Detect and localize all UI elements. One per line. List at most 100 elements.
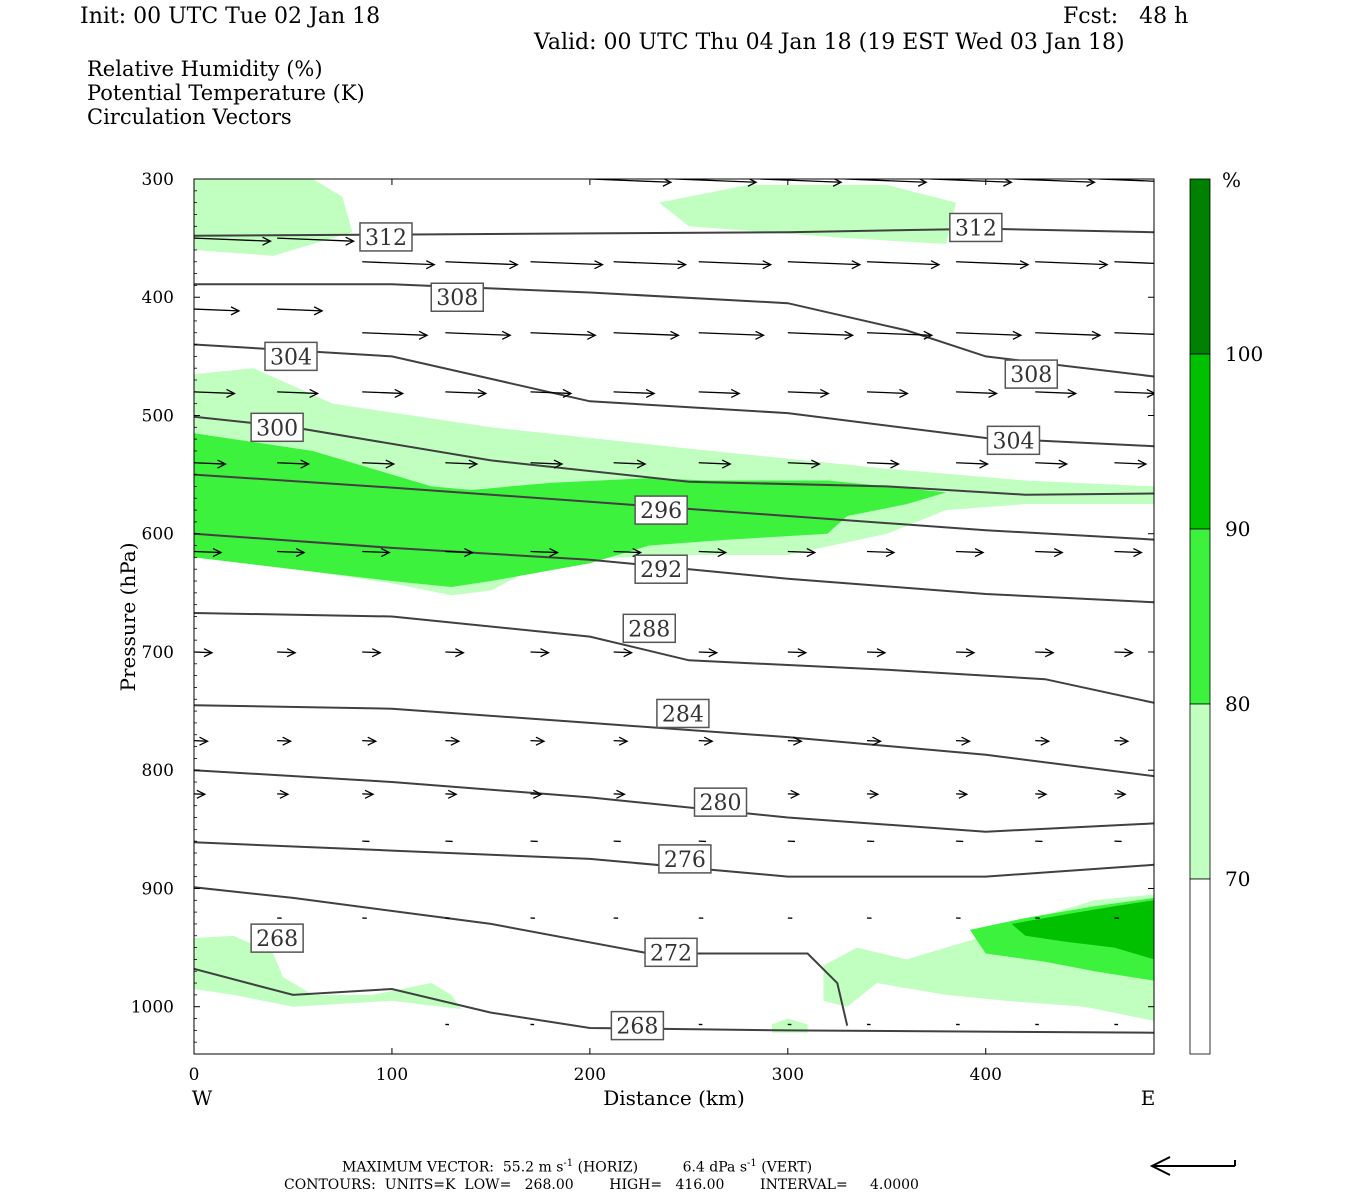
y-tick-label-900: 900 xyxy=(142,879,174,899)
theta-268 xyxy=(194,967,1154,1034)
circulation-vector-9 xyxy=(362,260,436,270)
legend-theta: Potential Temperature (K) xyxy=(87,81,365,105)
circulation-vector-6 xyxy=(1098,179,1154,182)
theta-label-312-1: 312 xyxy=(949,212,1003,243)
circulation-vector-59 xyxy=(530,547,559,558)
circulation-vector-39 xyxy=(866,388,909,399)
theta-label-304-1: 304 xyxy=(986,425,1041,456)
svg-text:312: 312 xyxy=(955,216,997,241)
max-vector-line: MAXIMUM VECTOR: 55.2 m s-1 (HORIZ) 6.4 d… xyxy=(342,1158,813,1176)
circulation-vector-54 xyxy=(1114,459,1148,469)
svg-text:288: 288 xyxy=(628,617,670,642)
circulation-vector-72 xyxy=(613,648,634,658)
circulation-vector-96 xyxy=(613,789,626,799)
circulation-vector-80 xyxy=(277,736,293,746)
y-axis-label: Pressure (hPa) xyxy=(116,543,140,692)
circulation-vector-73 xyxy=(698,648,719,658)
y-tick-label-600: 600 xyxy=(142,525,174,545)
circulation-vector-42 xyxy=(1114,388,1154,399)
circulation-vector-23 xyxy=(530,330,597,340)
circulation-vector-17 xyxy=(1035,260,1109,270)
circulation-vector-25 xyxy=(698,330,765,340)
circulation-vector-1 xyxy=(674,179,758,187)
legend-rh: Relative Humidity (%) xyxy=(87,57,323,81)
colorbar-segment-4 xyxy=(1189,878,1211,1055)
y-tick-label-700: 700 xyxy=(142,643,174,663)
circulation-vector-20 xyxy=(277,306,324,316)
circulation-vector-2 xyxy=(760,179,843,187)
circulation-vector-5 xyxy=(1013,179,1096,187)
circulation-vector-76 xyxy=(956,648,976,658)
theta-296 xyxy=(194,473,1154,541)
circulation-vector-46 xyxy=(445,459,479,469)
circulation-vector-95 xyxy=(530,789,543,799)
colorbar-segment-2 xyxy=(1189,528,1211,705)
theta-label-296-0: 296 xyxy=(634,495,688,525)
circulation-vector-65 xyxy=(1035,547,1064,558)
y-tick-label-500: 500 xyxy=(142,406,174,426)
circulation-vector-13 xyxy=(698,260,773,270)
x-tick-label-200: 200 xyxy=(574,1065,606,1085)
rh-region-6 xyxy=(771,1018,808,1033)
circulation-vector-52 xyxy=(956,459,990,469)
theta-label-280-0: 280 xyxy=(693,787,748,817)
theta-284 xyxy=(194,704,1154,778)
circulation-vector-12 xyxy=(613,260,688,270)
circulation-vector-24 xyxy=(613,330,680,340)
svg-text:284: 284 xyxy=(662,702,704,727)
circulation-vector-58 xyxy=(445,547,474,558)
circulation-vector-35 xyxy=(530,388,573,399)
circulation-vector-36 xyxy=(613,388,656,399)
y-tick-label-1000: 1000 xyxy=(131,998,174,1018)
circulation-vector-38 xyxy=(787,388,830,399)
circulation-vector-99 xyxy=(866,789,880,799)
circulation-vector-30 xyxy=(1114,332,1154,335)
reference-arrow xyxy=(1149,1156,1236,1176)
circulation-vector-86 xyxy=(787,736,803,746)
circulation-vector-78 xyxy=(1114,648,1134,658)
circulation-vector-7 xyxy=(194,236,272,246)
svg-text:272: 272 xyxy=(650,941,692,966)
circulation-vector-90 xyxy=(1114,736,1130,746)
theta-292 xyxy=(194,532,1154,604)
circulation-vector-18 xyxy=(1114,261,1154,265)
theta-label-276-0: 276 xyxy=(658,844,712,874)
svg-text:280: 280 xyxy=(700,791,742,816)
colorbar-level-100: 100 xyxy=(1225,342,1263,366)
theta-288 xyxy=(194,612,1154,704)
circulation-vector-64 xyxy=(956,547,985,558)
colorbar-level-70: 70 xyxy=(1225,867,1250,891)
circulation-vector-53 xyxy=(1035,459,1069,469)
rh-region-8 xyxy=(1011,900,1154,960)
circulation-vector-51 xyxy=(866,459,900,469)
x-tick-label-300: 300 xyxy=(772,1065,804,1085)
circulation-vector-74 xyxy=(787,648,808,658)
rh-region-0 xyxy=(194,179,353,256)
svg-text:296: 296 xyxy=(640,499,682,524)
x-tick-label-100: 100 xyxy=(376,1065,408,1085)
valid-time: Valid: 00 UTC Thu 04 Jan 18 (19 EST Wed … xyxy=(534,30,1125,55)
circulation-vector-19 xyxy=(194,306,241,316)
circulation-vector-50 xyxy=(787,459,821,469)
circulation-vector-69 xyxy=(362,648,382,658)
svg-text:308: 308 xyxy=(1010,363,1052,388)
theta-label-268-1: 268 xyxy=(610,1010,665,1041)
circulation-vector-37 xyxy=(698,388,741,399)
circulation-vector-26 xyxy=(787,330,855,340)
circulation-vector-34 xyxy=(445,388,488,399)
svg-text:304: 304 xyxy=(270,345,312,370)
x-tick-label-400: 400 xyxy=(970,1065,1002,1085)
circulation-vector-88 xyxy=(956,736,972,746)
colorbar-segment-1 xyxy=(1189,353,1211,530)
circulation-vector-67 xyxy=(194,648,214,658)
x-axis-label: Distance (km) xyxy=(603,1086,745,1110)
theta-label-304-0: 304 xyxy=(264,341,318,372)
circulation-vector-81 xyxy=(362,736,378,746)
svg-text:304: 304 xyxy=(992,429,1034,454)
y-tick-label-300: 300 xyxy=(142,170,174,190)
circulation-vector-89 xyxy=(1035,736,1051,746)
circulation-vector-63 xyxy=(866,547,896,558)
contours-info: CONTOURS: UNITS=K LOW= 268.00 HIGH= 416.… xyxy=(284,1177,919,1193)
circulation-vector-98 xyxy=(787,789,801,799)
circulation-vector-48 xyxy=(613,459,647,469)
